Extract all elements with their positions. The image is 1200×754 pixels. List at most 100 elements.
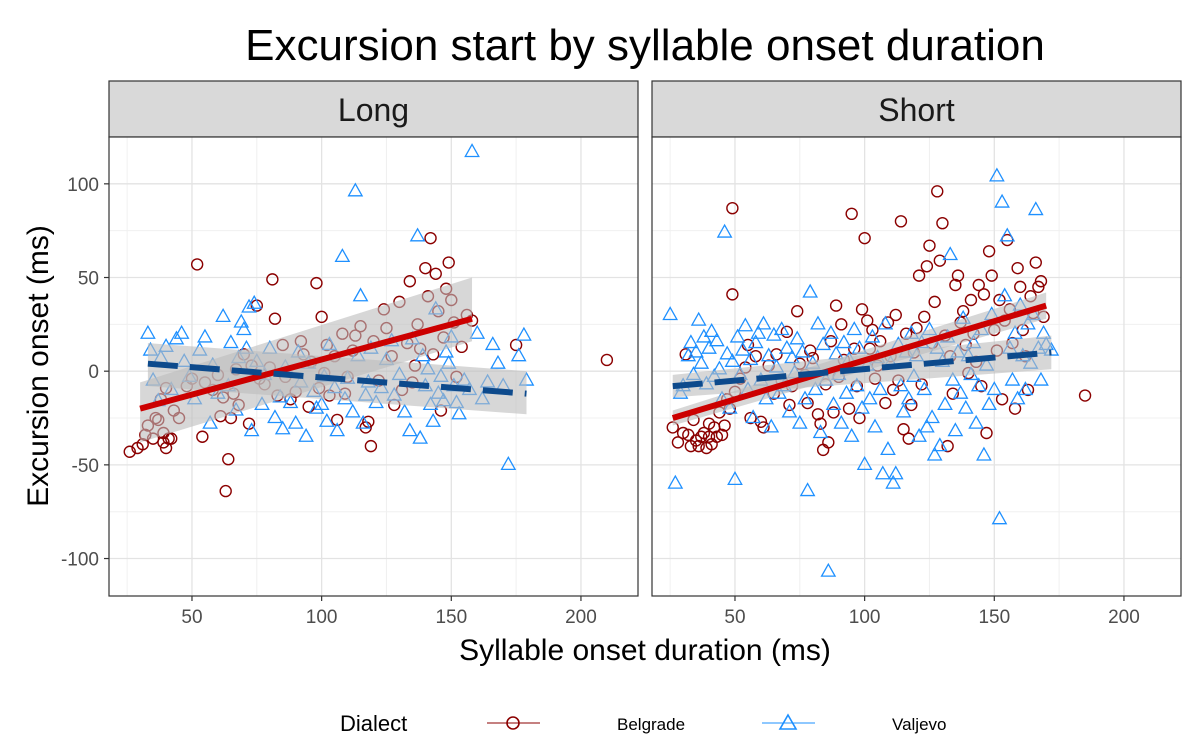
data-point-belgrade: [861, 314, 874, 327]
data-point-belgrade: [783, 398, 796, 412]
data-point-belgrade: [364, 439, 378, 453]
data-point-belgrade: [1029, 256, 1042, 269]
x-tick-label: 200: [565, 607, 597, 628]
data-point-valjevo: [823, 324, 839, 339]
data-point-valjevo: [344, 403, 361, 418]
panels: Long 50 100 150 200 -100 -50 0 50 100 Short 50 100 15…: [61, 80, 1182, 628]
data-point-valjevo: [880, 441, 896, 456]
data-point-valjevo: [924, 409, 940, 424]
data-point-valjevo: [952, 384, 969, 399]
x-tick-label: 50: [181, 607, 202, 628]
data-point-valjevo: [773, 321, 790, 336]
data-point-valjevo: [999, 227, 1016, 242]
data-point-valjevo: [755, 315, 772, 330]
data-point-belgrade: [702, 430, 716, 443]
data-point-valjevo: [838, 384, 855, 399]
data-point-valjevo: [976, 446, 992, 461]
data-point-valjevo: [235, 321, 252, 336]
data-point-belgrade: [509, 338, 523, 352]
data-point-valjevo: [308, 399, 325, 414]
data-point-belgrade: [858, 231, 871, 245]
data-point-belgrade: [159, 441, 173, 455]
data-point-belgrade: [842, 402, 856, 415]
data-point-belgrade: [1011, 261, 1024, 275]
panel-long: Long 50 100 150 200 -100 -50 0 50 100: [61, 80, 639, 628]
data-point-belgrade: [123, 445, 136, 458]
data-point-valjevo: [734, 341, 751, 356]
data-point-valjevo: [241, 298, 257, 313]
data-point-belgrade: [1034, 275, 1048, 288]
data-point-belgrade: [886, 383, 900, 397]
data-point-belgrade: [855, 303, 869, 316]
data-point-valjevo: [991, 510, 1008, 525]
data-point-valjevo: [781, 403, 798, 418]
data-point-belgrade: [879, 396, 892, 410]
data-point-valjevo: [802, 283, 819, 298]
data-point-belgrade: [165, 432, 178, 445]
data-point-valjevo: [887, 465, 904, 480]
data-point-belgrade: [442, 256, 455, 269]
data-point-valjevo: [329, 422, 346, 437]
data-point-belgrade: [671, 436, 685, 449]
y-axis-label: Excursion onset (ms): [22, 225, 55, 507]
data-point-belgrade: [912, 269, 926, 282]
data-point-valjevo: [957, 399, 974, 414]
data-point-valjevo: [680, 347, 697, 362]
data-point-belgrade: [889, 308, 902, 322]
data-point-valjevo: [815, 336, 832, 351]
legend-item-belgrade[interactable]: Belgrade: [487, 715, 685, 734]
data-point-belgrade: [933, 254, 947, 267]
data-point-valjevo: [223, 334, 239, 349]
chart-title: Excursion start by syllable onset durati…: [245, 21, 1045, 70]
data-point-valjevo: [760, 347, 777, 362]
data-point-valjevo: [298, 427, 314, 442]
data-point-belgrade: [726, 288, 739, 301]
data-point-belgrade: [222, 453, 235, 466]
data-point-belgrade: [754, 415, 768, 428]
x-tick-label: 150: [978, 607, 1010, 628]
data-point-belgrade: [692, 439, 705, 453]
data-point-belgrade: [302, 400, 315, 413]
data-point-valjevo: [942, 246, 959, 261]
data-point-belgrade: [310, 276, 323, 290]
data-point-belgrade: [757, 421, 770, 434]
data-point-valjevo: [173, 324, 190, 339]
data-point-valjevo: [895, 403, 912, 418]
data-point-valjevo: [893, 377, 909, 392]
data-point-belgrade: [894, 215, 908, 228]
data-point-valjevo: [937, 396, 953, 411]
data-point-valjevo: [911, 427, 927, 442]
data-point-valjevo: [318, 412, 335, 427]
data-point-valjevo: [931, 437, 948, 452]
data-point-valjevo: [944, 371, 961, 386]
data-point-belgrade: [1078, 389, 1092, 402]
data-point-valjevo: [872, 381, 889, 396]
fit-line-belgrade: [139, 315, 473, 412]
data-point-valjevo: [778, 339, 795, 354]
data-point-valjevo: [843, 427, 860, 442]
data-point-valjevo: [750, 324, 767, 339]
legend-label-belgrade: Belgrade: [617, 715, 685, 734]
x-tick-label: 150: [435, 607, 467, 628]
data-point-belgrade: [190, 258, 204, 271]
data-point-valjevo: [500, 456, 517, 471]
data-point-belgrade: [315, 310, 328, 324]
data-point-valjevo: [1017, 381, 1034, 396]
data-point-belgrade: [993, 293, 1006, 307]
data-point-valjevo: [874, 465, 891, 480]
data-point-valjevo: [469, 324, 486, 339]
data-point-belgrade: [266, 273, 279, 286]
data-point-valjevo: [690, 311, 707, 326]
data-point-valjevo: [313, 396, 330, 411]
data-point-valjevo: [688, 343, 704, 358]
y-tick-label: -100: [61, 550, 99, 571]
data-point-belgrade: [897, 423, 910, 436]
legend-item-valjevo[interactable]: Valjevo: [762, 713, 947, 734]
data-point-belgrade: [811, 408, 825, 421]
data-point-valjevo: [215, 308, 231, 323]
data-point-valjevo: [791, 414, 808, 429]
data-point-valjevo: [484, 336, 501, 351]
data-point-valjevo: [833, 414, 850, 429]
data-point-valjevo: [1027, 201, 1044, 216]
data-point-belgrade: [196, 430, 209, 443]
